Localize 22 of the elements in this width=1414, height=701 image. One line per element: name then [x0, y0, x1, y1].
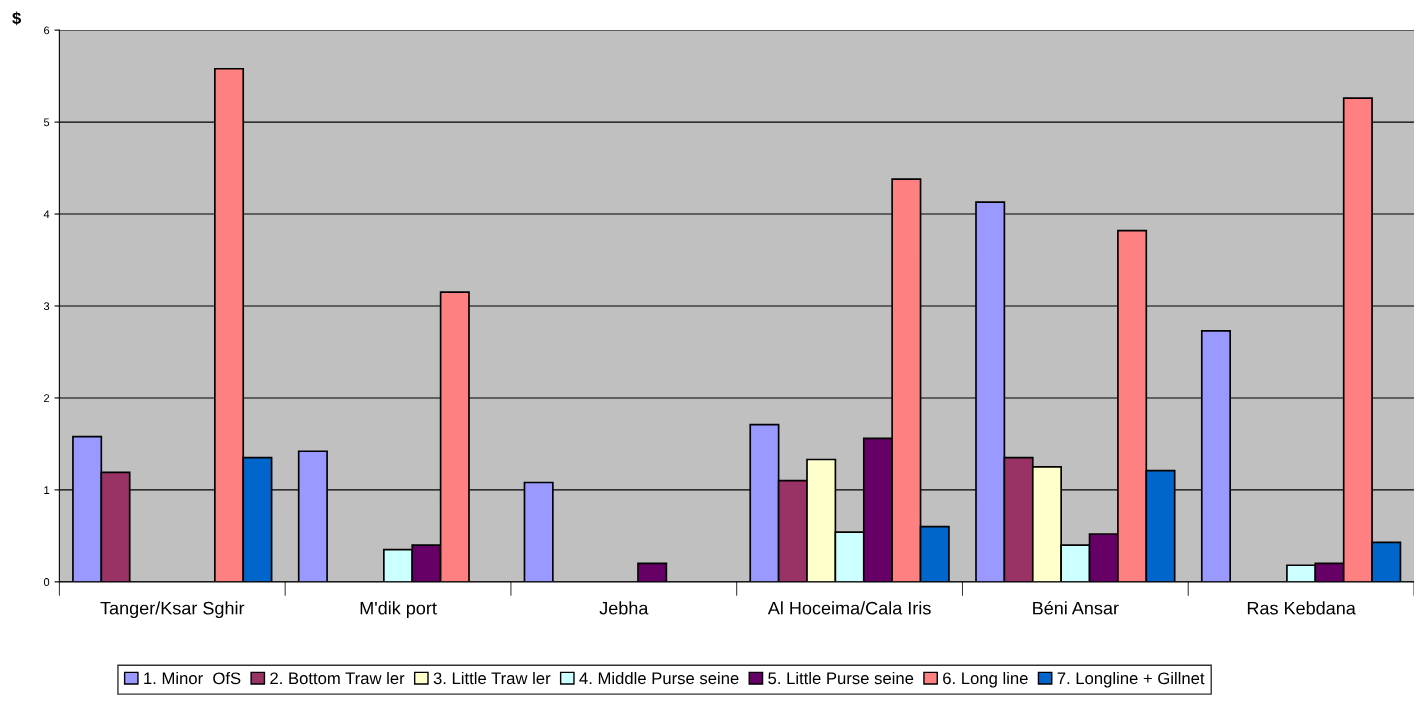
y-tick-label: 2: [44, 394, 50, 402]
x-tick-label: Ras Kebdana: [1247, 601, 1356, 615]
y-tick-label: 5: [43, 118, 50, 127]
y-tick-label: 3: [43, 302, 50, 311]
legend-label: 2. Bottom Traw ler: [270, 671, 405, 685]
legend-label: 5. Little Purse seine: [768, 671, 914, 685]
legend-label: 4. Middle Purse seine: [579, 671, 739, 685]
bar: [637, 562, 668, 582]
x-tick-label: Béni Ansar: [1033, 601, 1119, 615]
y-tick-label: 4: [43, 210, 50, 219]
x-tick-label: Jebha: [599, 601, 649, 615]
legend-label: 3. Little Traw ler: [433, 671, 551, 685]
y-tick-label: 1: [44, 486, 50, 494]
legend-label: 6. Long line: [943, 671, 1028, 688]
y-tick-label: 6: [44, 26, 50, 35]
y-axis-title: $: [12, 11, 22, 26]
x-tick-label: Tanger/Ksar Sghir: [100, 601, 245, 619]
x-tick-label: Al Hoceima/Cala Iris: [767, 601, 931, 615]
legend-label: 7. Longline + Gillnet: [1057, 671, 1205, 688]
y-tick-label: 0: [43, 578, 50, 586]
legend-label: 1. Minor OfS: [144, 671, 241, 685]
x-tick-label: M'dik port: [360, 601, 437, 619]
